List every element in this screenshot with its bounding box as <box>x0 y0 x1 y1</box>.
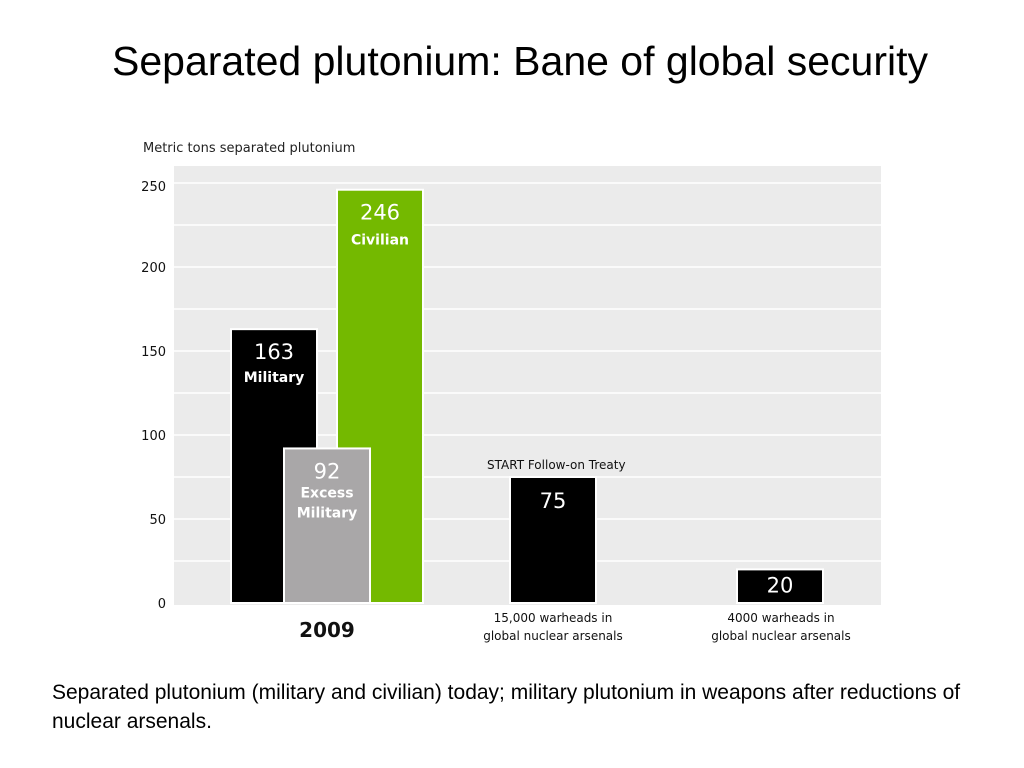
bars: 163 Military 246 Civilian 92 Excess Military 75… <box>230 188 824 605</box>
y-tick-label: 150 <box>141 345 166 360</box>
y-axis-label: Metric tons separated plutonium <box>143 141 355 156</box>
group-label-2009: 2009 <box>299 618 355 642</box>
bar-value-label: 92 <box>314 459 341 483</box>
slide-caption: Separated plutonium (military and civili… <box>52 681 961 733</box>
bar-value-label: 75 <box>540 489 567 513</box>
group-label-15000-warheads: 15,000 warheads in <box>494 611 613 625</box>
bar-value-label: 20 <box>767 573 794 597</box>
bar-series-label: Military <box>244 370 305 386</box>
bar-value-label: 246 <box>360 201 400 225</box>
group-labels: 2009 15,000 warheads in global nuclear ars… <box>299 458 851 643</box>
y-tick-label: 0 <box>158 597 166 612</box>
start-treaty-annotation: START Follow-on Treaty <box>487 458 626 472</box>
bar-series-label: Excess <box>300 485 353 501</box>
y-tick-label: 200 <box>141 261 166 276</box>
bar-warheads4000 <box>736 568 824 605</box>
group-label-4000-warheads: 4000 warheads in <box>727 611 834 625</box>
group-label-4000-warheads: global nuclear arsenals <box>711 629 851 643</box>
bar-series-label: Military <box>297 505 358 521</box>
y-tick-label: 250 <box>141 180 166 195</box>
y-axis-ticks: 0 50 100 150 200 250 <box>141 180 166 612</box>
bar-value-label: 163 <box>254 340 294 364</box>
bar-excess <box>283 447 371 604</box>
bar-series-label: Civilian <box>351 233 409 249</box>
y-tick-label: 50 <box>149 513 166 528</box>
bar-warheads15000 <box>509 476 597 604</box>
group-label-15000-warheads: global nuclear arsenals <box>483 629 623 643</box>
y-tick-label: 100 <box>141 429 166 444</box>
slide-title: Separated plutonium: Bane of global secu… <box>112 38 928 84</box>
bar-chart: Metric tons separated plutonium 0 50 100 15… <box>141 141 881 643</box>
